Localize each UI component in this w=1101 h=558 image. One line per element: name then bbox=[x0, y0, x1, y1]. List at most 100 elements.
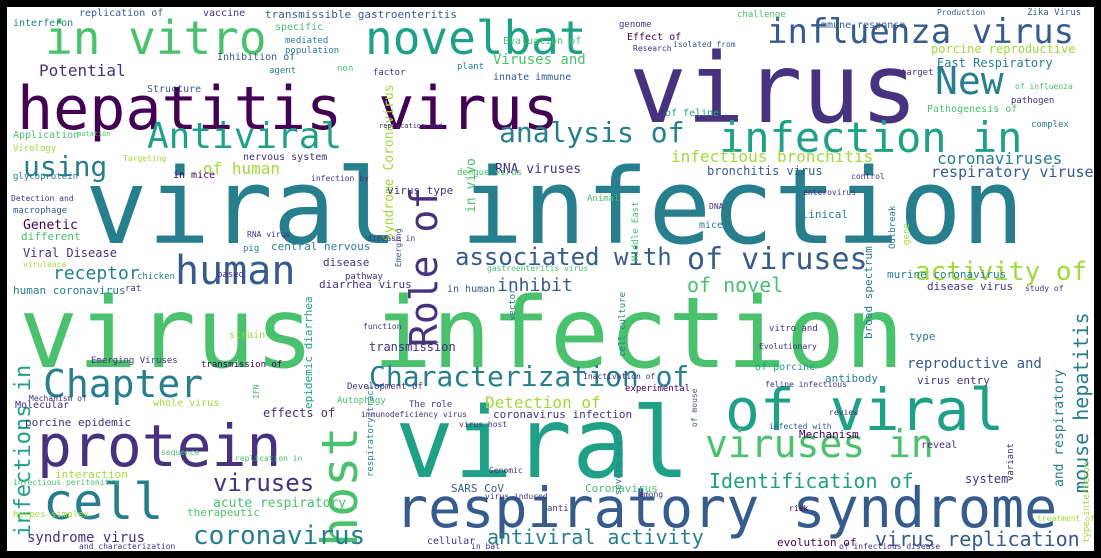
word: complex bbox=[1031, 120, 1069, 130]
word: risk bbox=[789, 504, 809, 513]
word: Mechanism bbox=[799, 428, 859, 441]
word: Structure bbox=[147, 84, 202, 95]
word: macrophage bbox=[13, 206, 68, 216]
word: Detection and bbox=[11, 194, 74, 203]
word: DNA bbox=[709, 202, 724, 211]
word: coronavirus infection bbox=[493, 408, 633, 421]
word: analysis of bbox=[499, 116, 685, 149]
word: virus entry bbox=[917, 374, 990, 387]
word: population bbox=[285, 46, 340, 56]
word: study of bbox=[1025, 284, 1064, 293]
word: Middle East bbox=[631, 201, 641, 261]
word: of mouse bbox=[690, 388, 699, 427]
word: effects of bbox=[263, 406, 336, 420]
word: disease virus bbox=[927, 280, 1014, 293]
word: activity of bbox=[915, 257, 1088, 287]
word: feline infectious bbox=[765, 380, 847, 389]
word: novelbat bbox=[365, 11, 587, 65]
word: pathway bbox=[345, 272, 383, 282]
word: transmission of bbox=[201, 360, 283, 370]
word: factor bbox=[373, 68, 406, 78]
word: Identification of bbox=[709, 469, 914, 493]
word: function bbox=[363, 322, 402, 331]
word: respiratory viruses bbox=[931, 163, 1094, 181]
word: respiratory tract bbox=[366, 384, 376, 477]
word: replication in bbox=[235, 454, 303, 463]
word: in bat bbox=[471, 542, 500, 551]
word: based bbox=[217, 270, 245, 280]
word: among bbox=[639, 490, 664, 499]
word: viruses bbox=[213, 469, 315, 497]
word: Inactivation of bbox=[583, 372, 656, 381]
word: sequence bbox=[161, 448, 200, 457]
word: porcine reproductive bbox=[931, 42, 1076, 56]
word: Viral Disease bbox=[23, 246, 117, 260]
word: and characterization bbox=[79, 542, 176, 551]
word: influenza virus bbox=[767, 12, 1075, 52]
word: infection in bbox=[719, 113, 1023, 162]
word: transmissible gastroenteritis bbox=[265, 8, 458, 21]
word: broad spectrum bbox=[862, 246, 875, 339]
word: mice bbox=[699, 220, 724, 231]
word: of feline bbox=[665, 108, 720, 119]
word: in mice bbox=[173, 170, 216, 181]
word: and respiratory bbox=[1052, 369, 1067, 487]
word: Characterization of bbox=[369, 360, 690, 393]
word: nervous system bbox=[243, 152, 328, 163]
word: herpes simplex bbox=[13, 510, 89, 520]
word: clinical bbox=[795, 208, 848, 221]
word: hepatitis virus bbox=[17, 74, 559, 144]
word: Pathogenesis of bbox=[927, 104, 1018, 115]
word: of viruses bbox=[687, 242, 868, 277]
word: different bbox=[21, 230, 81, 243]
word: Application bbox=[13, 130, 80, 141]
word: chicken bbox=[137, 272, 175, 282]
word: Detection of bbox=[485, 393, 601, 412]
word: antiviral activity bbox=[487, 525, 704, 549]
word: variant bbox=[1006, 443, 1016, 481]
word: replication of bbox=[79, 8, 164, 19]
word: Outbreak bbox=[888, 205, 898, 249]
word: enterovirus bbox=[803, 188, 856, 197]
word: Inhibition of bbox=[217, 52, 296, 63]
word: epidemic diarrhea bbox=[302, 296, 315, 409]
word: virus type bbox=[387, 184, 454, 197]
word: bronchitis virus bbox=[707, 164, 823, 178]
word: coronavirus bbox=[193, 521, 366, 551]
word: rat bbox=[125, 284, 142, 294]
word: immunodeficiency virus bbox=[361, 410, 467, 419]
word: RNA viruses bbox=[495, 162, 582, 177]
word: of viral bbox=[725, 376, 1005, 444]
word: virus host bbox=[459, 420, 508, 429]
word: Targeting bbox=[123, 154, 167, 163]
word: infectious peritonitis bbox=[13, 478, 119, 487]
word: RNA virus bbox=[247, 230, 291, 239]
word: mutation bbox=[77, 130, 111, 138]
word: interaction bbox=[55, 468, 128, 481]
word: virus replication bbox=[875, 527, 1080, 551]
word: challenge bbox=[737, 10, 786, 20]
word: pathogen bbox=[1011, 96, 1055, 106]
word: human coronavirus bbox=[13, 284, 126, 297]
word: respiratory syndrome bbox=[395, 476, 1058, 540]
word: using bbox=[23, 150, 108, 183]
word: associated with bbox=[455, 243, 672, 271]
word: agent bbox=[269, 66, 297, 76]
word: The role bbox=[409, 400, 453, 410]
word: syndrome virus bbox=[27, 530, 146, 546]
word: virus bbox=[629, 33, 918, 145]
word: control bbox=[851, 172, 885, 181]
word: infectious bronchitis bbox=[671, 147, 874, 166]
word: glycoprotein bbox=[13, 172, 79, 182]
word: cell culture bbox=[618, 291, 628, 357]
word: severe acute bbox=[614, 429, 624, 495]
word: vector bbox=[508, 288, 518, 321]
word: Production bbox=[937, 8, 986, 17]
word: coronaviruses bbox=[937, 149, 1063, 168]
word: replication and bbox=[379, 122, 443, 130]
word: of infectious disease bbox=[839, 542, 941, 551]
word-cloud: virus infection viral infection virus he… bbox=[7, 7, 1094, 551]
word: virus induced bbox=[485, 492, 548, 501]
word: Autophagy bbox=[337, 396, 386, 406]
word: murine coronavirus bbox=[887, 268, 1007, 281]
